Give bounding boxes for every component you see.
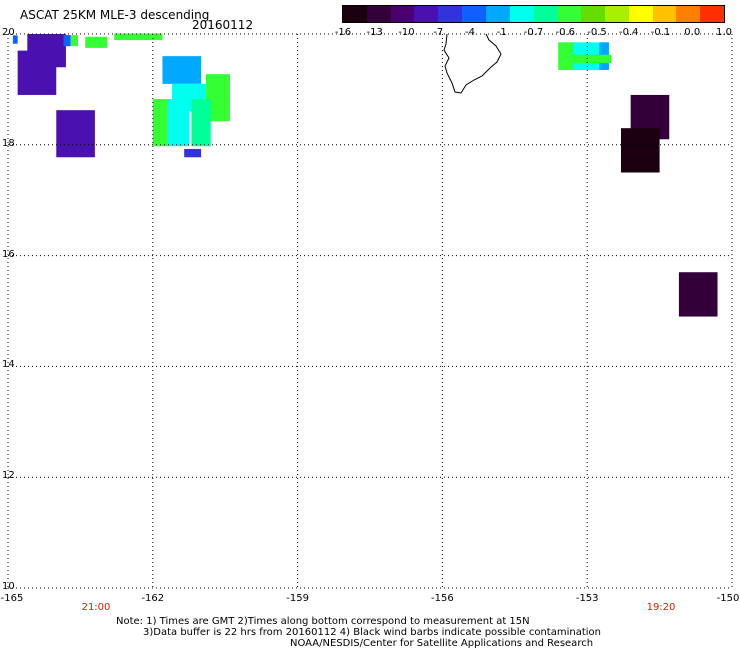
longitude-label: -153: [575, 593, 599, 604]
latitude-label: 14: [2, 359, 15, 371]
colorbar-tick-label: -16: [334, 27, 352, 38]
colorbar-tick-label: -13: [366, 27, 383, 38]
wind-data-cell: [152, 99, 170, 147]
wind-data-cell: [56, 110, 95, 158]
colorbar-tick-label: -7: [433, 27, 444, 38]
colorbar-swatch: [700, 6, 724, 22]
latitude-label: 18: [2, 137, 15, 149]
longitude-label: -150: [716, 593, 740, 604]
longitude-label: -156: [431, 593, 454, 604]
colorbar-tick-label: -4: [465, 27, 475, 38]
colorbar-swatch: [533, 6, 558, 22]
colorbar-tick-label: -10: [398, 27, 415, 38]
colorbar-tick-label: 0.0: [684, 27, 701, 38]
colorbar-swatch: [366, 6, 391, 22]
colorbar-swatch: [414, 6, 439, 22]
colorbar-swatch: [509, 6, 534, 22]
map-date: 20160112: [192, 18, 254, 32]
colorbar-swatch: [604, 6, 629, 22]
footer-note-1: Note: 1) Times are GMT 2)Times along bot…: [116, 616, 530, 627]
footer-note-3: NOAA/NESDIS/Center for Satellite Applica…: [290, 638, 594, 649]
colorbar-swatch: [557, 6, 582, 22]
map-title: ASCAT 25KM MLE-3 descending: [20, 8, 210, 22]
wind-data-cell: [184, 148, 202, 158]
time-label-left: 21:00: [81, 602, 111, 613]
colorbar-tick-label: -0.1: [650, 27, 671, 38]
colorbar-swatch: [462, 6, 486, 22]
colorbar-swatch: [438, 6, 463, 22]
wind-data-cell: [70, 35, 78, 47]
wind-data-cell: [162, 56, 202, 84]
big-island-coastline: [443, 33, 502, 94]
footer-note-2: 3)Data buffer is 22 hrs from 20160112 4)…: [143, 627, 601, 638]
wind-data-cell: [63, 35, 71, 47]
longitude-label: -162: [141, 593, 165, 604]
colorbar-tick-label: -0.7: [523, 27, 544, 38]
latitude-label: 10: [2, 581, 15, 592]
wind-data-cell: [12, 35, 18, 44]
colorbar-swatch: [581, 6, 605, 22]
colorbar-swatch: [628, 6, 653, 22]
latitude-label: 20: [2, 27, 15, 38]
colorbar-swatch: [390, 6, 415, 22]
colorbar-swatch: [676, 6, 701, 22]
wind-data-cell: [191, 99, 211, 147]
time-label-right: 19:20: [646, 602, 676, 613]
colorbar-tick-label: -0.5: [587, 27, 607, 38]
colorbar-swatch: [652, 6, 677, 22]
colorbar-swatch: [343, 6, 367, 22]
longitude-label: -165: [0, 593, 24, 604]
wind-data-cell: [85, 36, 107, 48]
wind-data-cell: [572, 54, 612, 64]
latitude-label: 12: [2, 470, 15, 482]
wind-data-cell: [678, 272, 718, 317]
wind-data-cell: [620, 128, 660, 173]
colorbar-swatch: [485, 6, 510, 22]
colorbar-tick-label: -0.4: [618, 27, 639, 38]
wind-data-cell: [114, 33, 163, 41]
wind-data-cell: [558, 42, 576, 71]
wind-data-cell: [167, 99, 189, 147]
colorbar: [342, 5, 725, 23]
colorbar-tick-label: -1: [496, 27, 507, 38]
data-cells: [12, 33, 718, 317]
colorbar-tick-label: 1.0: [716, 27, 732, 38]
latitude-label: 16: [2, 248, 15, 260]
longitude-label: -159: [286, 593, 309, 604]
wind-data-cell: [17, 50, 57, 95]
grid-lines: [7, 33, 733, 589]
colorbar-tick-label: -0.6: [555, 27, 576, 38]
